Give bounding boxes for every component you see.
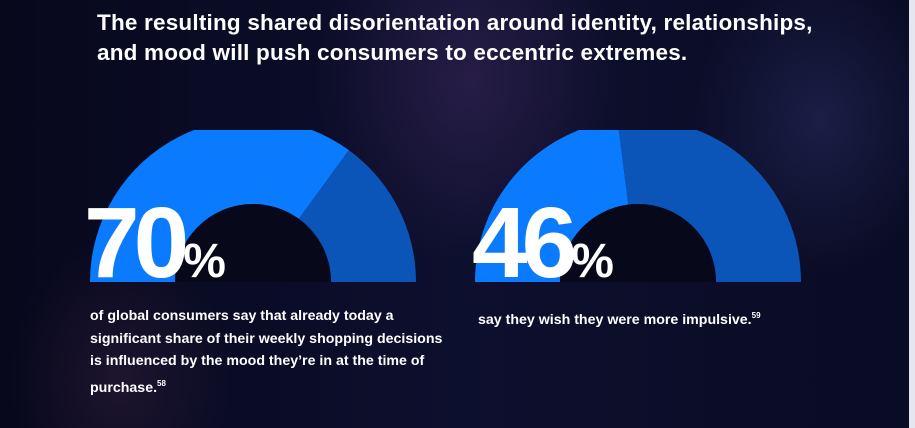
stat-caption-46: say they wish they were more impulsive.5…: [478, 305, 808, 332]
stat-value-46: 46%: [472, 193, 614, 312]
gauge-70-remainder-arc: [298, 150, 416, 282]
stat-unit-46: %: [571, 235, 614, 288]
footnote-ref-58: 58: [157, 378, 166, 388]
caption-text-70: of global consumers say that already tod…: [90, 308, 443, 396]
stat-number-46: 46: [472, 187, 577, 299]
gauge-chart-46: [475, 130, 801, 290]
gauge-70-hole: [175, 204, 331, 282]
gauge-svg-70: [90, 130, 416, 282]
gauge-46-value-arc: [475, 130, 629, 282]
gauge-70-value-arc: [90, 130, 349, 282]
stat-value-70: 70%: [84, 193, 226, 312]
gauge-46-hole: [560, 204, 716, 282]
stat-number-70: 70: [84, 187, 189, 299]
stat-caption-70: of global consumers say that already tod…: [90, 305, 450, 399]
footnote-ref-59: 59: [751, 311, 761, 320]
gauge-svg-46: [475, 130, 801, 282]
gauge-chart-70: [90, 130, 416, 290]
caption-text-46: say they wish they were more impulsive.: [478, 312, 752, 328]
headline: The resulting shared disorientation arou…: [97, 10, 813, 65]
gauge-46-remainder-arc: [618, 130, 801, 282]
page-edge: [909, 0, 915, 428]
stat-unit-70: %: [183, 235, 226, 288]
